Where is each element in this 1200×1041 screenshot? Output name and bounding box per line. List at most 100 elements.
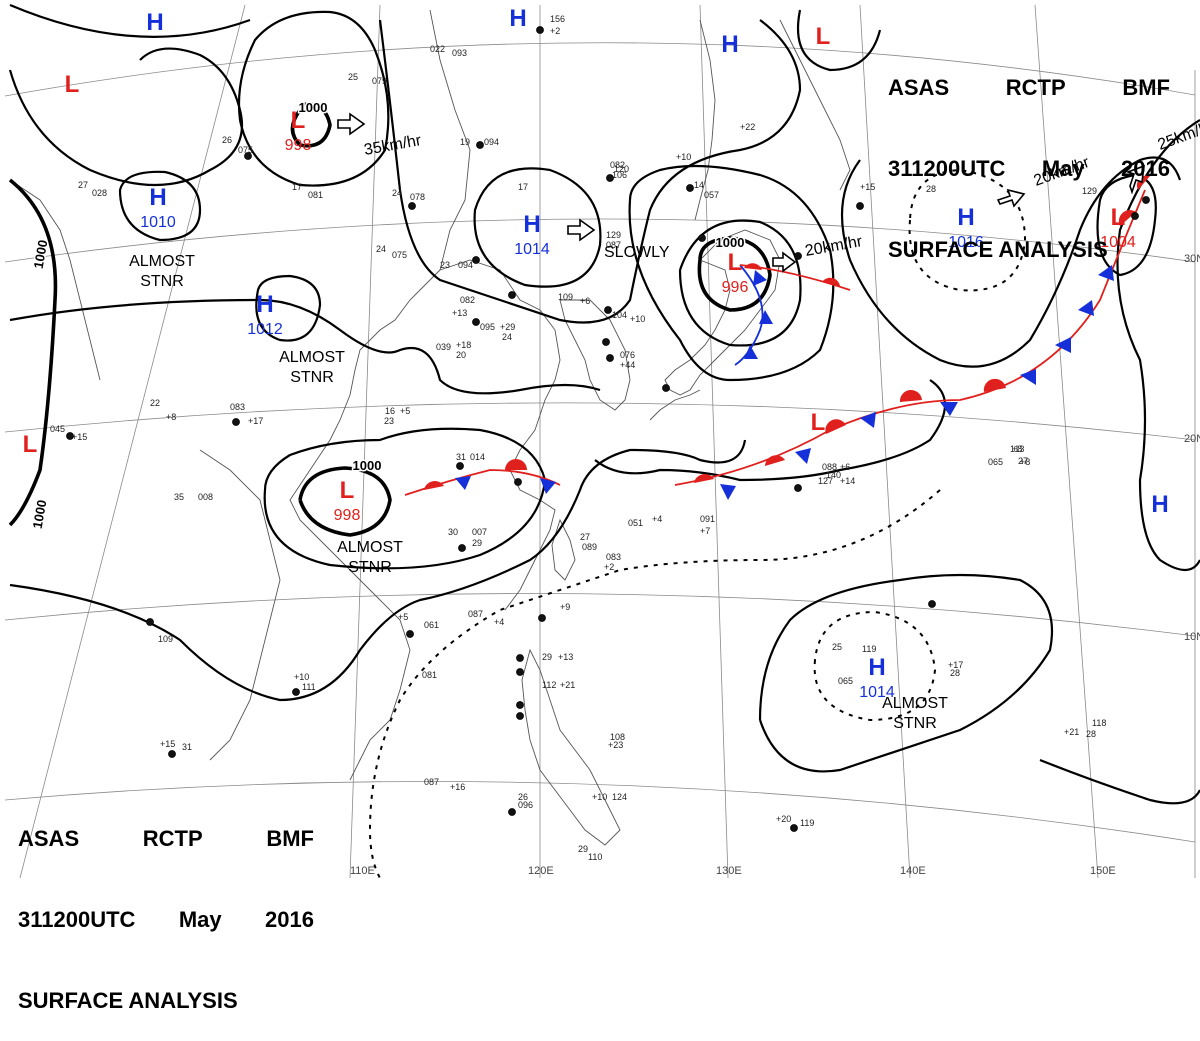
station-plot-value: +16 — [450, 782, 465, 792]
station-plot-value: 081 — [308, 190, 323, 200]
station-plot-value: 26 — [222, 135, 232, 145]
low-pressure-symbol: L — [65, 71, 80, 98]
movement-status-label: STNR — [140, 273, 184, 290]
header-year: 2016 — [1121, 155, 1170, 182]
station-plot-value: +23 — [608, 740, 623, 750]
low-pressure-symbol: L — [728, 249, 743, 276]
station-marker — [929, 601, 936, 608]
station-plot-value: 127 — [818, 476, 833, 486]
header-station: RCTP — [143, 825, 203, 852]
center-pressure-value: 1014 — [514, 241, 550, 258]
center-pressure-value: 1012 — [247, 321, 283, 338]
station-plot-value: 109 — [158, 634, 173, 644]
station-plot-value: 111 — [302, 682, 316, 692]
high-pressure-symbol: H — [868, 654, 885, 681]
station-plot-value: +7 — [700, 526, 710, 536]
station-marker — [795, 253, 802, 260]
station-marker — [473, 319, 480, 326]
station-plot-value: 27 — [78, 180, 88, 190]
station-marker — [515, 479, 522, 486]
station-plot-value: 022 — [430, 44, 445, 54]
station-plot-value: +5 — [398, 612, 408, 622]
station-marker — [687, 185, 694, 192]
station-plot-value: +5 — [400, 406, 410, 416]
station-plot-value: 156 — [550, 14, 565, 24]
high-pressure-symbol: H — [146, 9, 163, 36]
station-plot-value: +4 — [652, 514, 662, 524]
station-plot-value: 075 — [392, 250, 407, 260]
station-marker — [409, 203, 416, 210]
station-plot-value: 129 — [606, 230, 621, 240]
station-marker — [795, 485, 802, 492]
station-plot-value: +10 — [294, 672, 309, 682]
header-agency: ASAS — [888, 74, 949, 101]
movement-status-label: STNR — [348, 559, 392, 576]
station-plot-value: 039 — [436, 342, 451, 352]
station-plot-value: 079 — [372, 76, 387, 86]
station-plot-value: 007 — [472, 527, 487, 537]
high-pressure-symbol: H — [721, 31, 738, 58]
low-pressure-symbol: L — [23, 431, 38, 458]
header-station: RCTP — [1006, 74, 1066, 101]
station-plot-value: +20 — [776, 814, 791, 824]
station-plot-value: 17 — [292, 182, 302, 192]
station-plot-value: 31 — [182, 742, 192, 752]
station-plot-value: 119 — [800, 818, 814, 828]
station-plot-value: +8 — [166, 412, 176, 422]
station-marker — [603, 339, 610, 346]
chart-header-bottom: ASAS RCTP BMF 311200UTC May 2016 SURFACE… — [18, 771, 314, 1041]
low-pressure-symbol: L — [816, 23, 831, 50]
header-code: BMF — [266, 825, 314, 852]
station-marker — [169, 751, 176, 758]
isobar-value-label: 1000 — [716, 235, 745, 250]
station-plot-value: 22 — [150, 398, 160, 408]
station-plot-value: 110 — [588, 852, 602, 862]
station-plot-value: +14 — [840, 476, 855, 486]
station-plot-value: +44 — [620, 360, 635, 370]
header-line-2: 311200UTC May 2016 — [888, 155, 1170, 182]
header-agency: ASAS — [18, 825, 79, 852]
station-plot-value: +6 — [840, 462, 850, 472]
station-plot-value: 29 — [472, 538, 482, 548]
station-plot-value: +22 — [740, 122, 755, 132]
high-pressure-symbol: H — [1151, 491, 1168, 518]
station-plot-value: +29 — [500, 322, 515, 332]
center-pressure-value: 998 — [285, 137, 312, 154]
movement-status-label: STNR — [893, 715, 937, 732]
station-plot-value: 124 — [612, 792, 627, 802]
header-line-2: 311200UTC May 2016 — [18, 906, 314, 933]
station-plot-value: +4 — [494, 617, 504, 627]
station-marker — [517, 669, 524, 676]
movement-status-label: ALMOST — [129, 253, 195, 270]
header-month: May — [1042, 155, 1085, 182]
station-plot-value: 113 — [1010, 444, 1024, 454]
station-marker — [517, 702, 524, 709]
high-pressure-symbol: H — [523, 211, 540, 238]
station-plot-value: 119 — [862, 644, 876, 654]
station-plot-value: 008 — [198, 492, 213, 502]
station-plot-value: +8 — [1020, 457, 1030, 467]
station-plot-value: 25 — [348, 72, 358, 82]
chart-header-top: ASAS RCTP BMF 311200UTC May 2016 SURFACE… — [888, 20, 1170, 290]
station-marker — [791, 825, 798, 832]
latitude-label: 10N — [1184, 631, 1200, 643]
station-marker — [245, 153, 252, 160]
movement-status-label: ALMOST — [337, 539, 403, 556]
station-plot-value: 112 — [542, 680, 556, 690]
station-marker — [147, 619, 154, 626]
station-plot-value: 014 — [470, 452, 485, 462]
header-time: 311200UTC — [888, 155, 1005, 182]
station-marker — [473, 257, 480, 264]
station-plot-value: 104 — [612, 310, 627, 320]
station-plot-value: 087 — [468, 609, 483, 619]
latitude-label: 20N — [1184, 433, 1200, 445]
low-pressure-symbol: L — [340, 477, 355, 504]
longitude-label: 140E — [900, 865, 926, 877]
station-plot-value: +15 — [72, 432, 87, 442]
station-plot-value: +10 — [592, 792, 607, 802]
station-plot-value: 028 — [92, 188, 107, 198]
station-plot-value: +15 — [160, 739, 175, 749]
station-marker — [293, 689, 300, 696]
station-plot-value: 28 — [950, 668, 960, 678]
station-plot-value: +2 — [604, 562, 614, 572]
